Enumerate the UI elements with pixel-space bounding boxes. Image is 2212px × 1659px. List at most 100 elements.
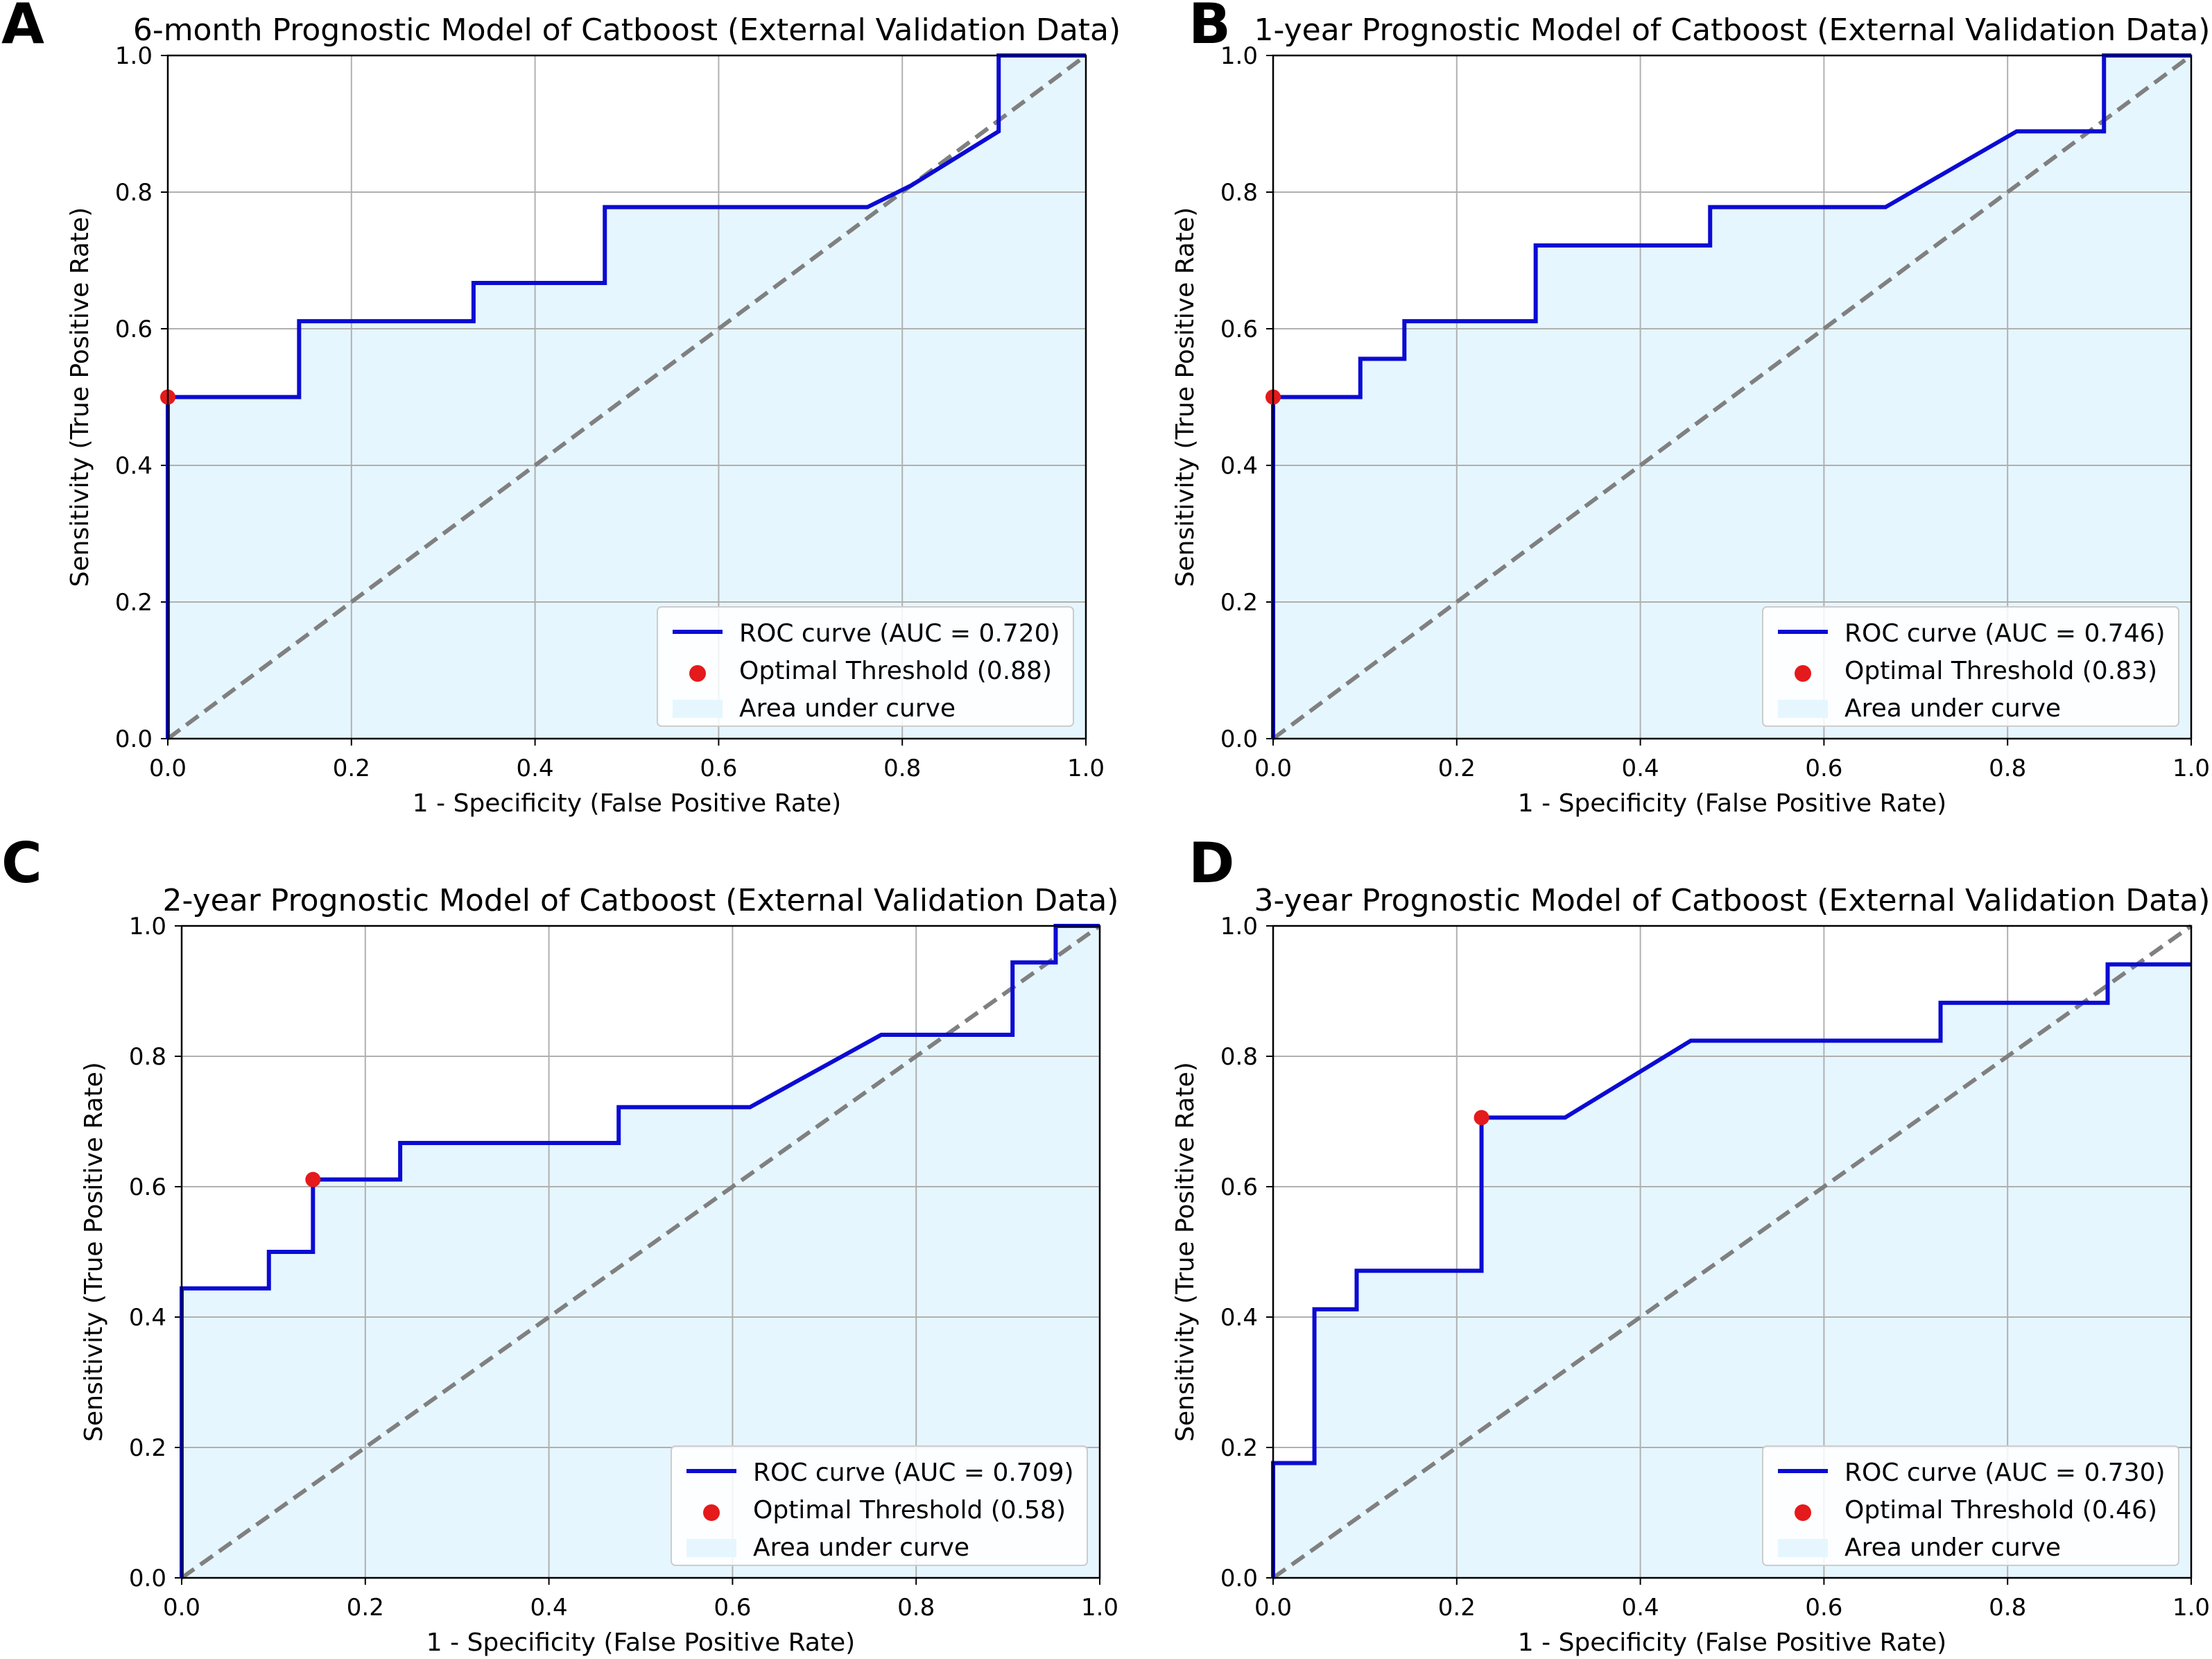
y-tick-label: 1.0	[115, 42, 153, 70]
y-tick-label: 0.4	[1220, 1304, 1258, 1332]
y-tick-label: 0.0	[115, 725, 153, 753]
panel-a: A 6-month Prognostic Model of Catboost (…	[1, 0, 1121, 818]
legend-roc-label: ROC curve (AUC = 0.720)	[739, 619, 1060, 648]
x-tick-label: 0.8	[883, 755, 921, 782]
y-tick-label: 0.6	[115, 316, 153, 343]
axes-frame	[166, 54, 1087, 740]
panel-b: B 1-year Prognostic Model of Catboost (E…	[1171, 0, 2210, 818]
x-axis-label: 1 - Specificity (False Positive Rate)	[413, 789, 841, 818]
legend-area-label: Area under curve	[1844, 1533, 2061, 1562]
y-axis-label: Sensitivity (True Positive Rate)	[66, 207, 94, 587]
panel-c: C 2-year Prognostic Model of Catboost (E…	[1, 831, 1118, 1657]
axes-frame	[1272, 54, 2193, 740]
x-tick-label: 1.0	[1081, 1594, 1118, 1622]
y-tick-label: 0.6	[1220, 316, 1258, 343]
x-tick-label: 1.0	[1067, 755, 1105, 782]
x-tick-label: 0.0	[1254, 1594, 1292, 1622]
x-tick-label: 0.2	[1438, 755, 1476, 782]
x-tick-label: 0.2	[333, 755, 370, 782]
legend-area-label: Area under curve	[753, 1533, 969, 1562]
x-tick-label: 0.4	[1622, 1594, 1659, 1622]
y-tick-label: 0.2	[115, 589, 153, 617]
y-tick-label: 1.0	[129, 913, 166, 940]
legend-fill-swatch	[673, 700, 723, 718]
y-axis-label: Sensitivity (True Positive Rate)	[80, 1062, 108, 1442]
legend-box	[1762, 606, 2179, 727]
x-tick-label: 1.0	[2172, 755, 2210, 782]
legend-threshold-label: Optimal Threshold (0.58)	[753, 1496, 1066, 1524]
chance-diagonal	[1272, 53, 2193, 741]
legend-point-swatch	[703, 1504, 720, 1521]
y-tick-label: 0.2	[1220, 589, 1258, 617]
plot-area	[160, 53, 1087, 746]
optimal-threshold-point	[305, 1171, 321, 1187]
y-tick-label: 0.4	[129, 1304, 166, 1332]
y-tick-label: 0.6	[129, 1174, 166, 1201]
legend-point-swatch	[1795, 665, 1811, 682]
x-axis-label: 1 - Specificity (False Positive Rate)	[1518, 1628, 1946, 1657]
chance-diagonal	[166, 53, 1087, 741]
panel-label: C	[1, 831, 42, 895]
optimal-threshold-point	[1474, 1110, 1489, 1126]
x-tick-label: 0.2	[1438, 1594, 1476, 1622]
y-tick-label: 0.8	[1220, 179, 1258, 207]
legend-fill-swatch	[686, 1539, 736, 1557]
x-tick-label: 0.8	[1989, 755, 2026, 782]
y-tick-label: 0.8	[1220, 1043, 1258, 1071]
panel-label: A	[1, 0, 44, 56]
legend-point-swatch	[1795, 1504, 1811, 1521]
y-tick-label: 0.4	[115, 452, 153, 480]
x-tick-label: 0.4	[517, 755, 554, 782]
y-tick-label: 1.0	[1220, 42, 1258, 70]
y-axis-label: Sensitivity (True Positive Rate)	[1171, 207, 1200, 587]
y-axis-label: Sensitivity (True Positive Rate)	[1171, 1062, 1200, 1442]
y-tick-label: 0.2	[129, 1434, 166, 1462]
legend-threshold-label: Optimal Threshold (0.88)	[739, 657, 1052, 685]
panel-label: B	[1189, 0, 1231, 56]
x-axis-label: 1 - Specificity (False Positive Rate)	[1518, 789, 1946, 818]
y-tick-label: 0.2	[1220, 1434, 1258, 1462]
y-tick-label: 0.6	[1220, 1174, 1258, 1201]
legend-threshold-label: Optimal Threshold (0.46)	[1844, 1496, 2157, 1524]
y-tick-label: 0.0	[129, 1565, 166, 1592]
legend-roc-label: ROC curve (AUC = 0.746)	[1844, 619, 2166, 648]
x-tick-label: 0.4	[1622, 755, 1659, 782]
y-tick-label: 1.0	[1220, 913, 1258, 940]
y-tick-label: 0.0	[1220, 1565, 1258, 1592]
y-tick-label: 0.8	[115, 179, 153, 207]
chart-title: 3-year Prognostic Model of Catboost (Ext…	[1254, 883, 2211, 918]
y-tick-label: 0.8	[129, 1043, 166, 1071]
legend-box	[671, 1445, 1088, 1566]
x-tick-label: 0.6	[714, 1594, 751, 1622]
x-tick-label: 0.2	[347, 1594, 384, 1622]
legend-box	[1762, 1445, 2179, 1566]
chart-title: 6-month Prognostic Model of Catboost (Ex…	[133, 12, 1121, 48]
x-tick-label: 0.0	[149, 755, 187, 782]
legend-threshold-label: Optimal Threshold (0.83)	[1844, 657, 2157, 685]
roc-curve	[1271, 53, 2191, 739]
panel-d: D 3-year Prognostic Model of Catboost (E…	[1171, 831, 2210, 1657]
roc-curve	[166, 53, 1086, 739]
axes-frame	[1272, 925, 2193, 1579]
chart-title: 1-year Prognostic Model of Catboost (Ext…	[1254, 12, 2211, 48]
y-tick-label: 0.4	[1220, 452, 1258, 480]
x-axis-label: 1 - Specificity (False Positive Rate)	[426, 1628, 855, 1657]
y-tick-label: 0.0	[1220, 725, 1258, 753]
legend-roc-label: ROC curve (AUC = 0.730)	[1844, 1459, 2166, 1487]
x-tick-label: 1.0	[2172, 1594, 2210, 1622]
legend-point-swatch	[689, 665, 706, 682]
x-tick-label: 0.0	[1254, 755, 1292, 782]
x-tick-label: 0.6	[700, 755, 737, 782]
chart-title: 2-year Prognostic Model of Catboost (Ext…	[163, 883, 1119, 918]
legend-fill-swatch	[1778, 1539, 1828, 1557]
legend-area-label: Area under curve	[1844, 694, 2061, 723]
roc-curve	[180, 924, 1100, 1578]
chance-diagonal	[1272, 924, 2193, 1580]
legend-area-label: Area under curve	[739, 694, 956, 723]
axes-frame	[180, 925, 1101, 1579]
x-tick-label: 0.0	[163, 1594, 200, 1622]
x-tick-label: 0.6	[1805, 1594, 1842, 1622]
x-tick-label: 0.8	[1989, 1594, 2026, 1622]
x-tick-label: 0.8	[897, 1594, 935, 1622]
